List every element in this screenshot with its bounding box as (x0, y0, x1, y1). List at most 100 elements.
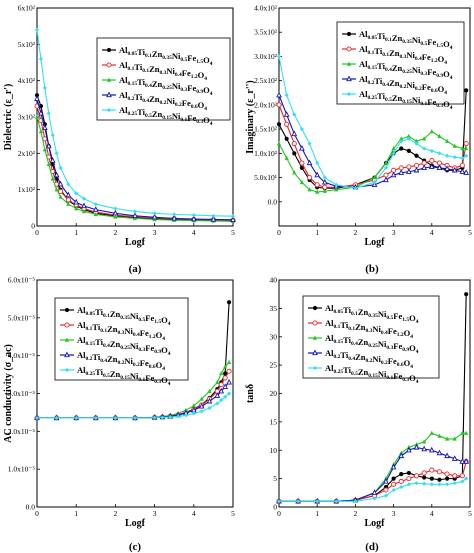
data-point (168, 414, 173, 420)
data-point (437, 151, 442, 156)
data-point (464, 292, 469, 297)
data-point (406, 136, 411, 141)
data-point (53, 171, 60, 178)
data-point (57, 188, 64, 195)
series-4 (34, 95, 236, 222)
data-point (152, 211, 157, 216)
data-point (429, 467, 435, 473)
data-point (436, 469, 442, 475)
data-point (429, 476, 434, 481)
data-point (207, 405, 212, 411)
legend-marker (64, 337, 70, 342)
panel-3: 0 1 2 3 4 5 0.0 1.0x10⁻⁵ 2.0x10⁻⁵ 3.0x10⁻⁵ 4.0x10⁻… (3, 276, 235, 553)
data-point (223, 371, 228, 376)
data-point (299, 144, 305, 151)
x-tick-label: 4 (192, 509, 196, 518)
y-axis-label: Imaginary (ε_r'') (245, 80, 256, 153)
x-tick-label: 5 (468, 509, 472, 518)
x-tick-label: 5 (231, 228, 235, 237)
data-point (437, 482, 442, 487)
y-tick-label: 40 (270, 276, 278, 285)
y-tick-label: 0 (273, 503, 277, 512)
data-point (414, 138, 419, 143)
legend-entry: Al0.1Ti0.1Zn0.3Ni0.4Fe1.2O4 (77, 320, 165, 342)
data-point (292, 151, 297, 156)
data-point (383, 160, 389, 165)
y-tick-label: 6x10² (18, 4, 36, 13)
legend: Al0.05Ti0.1Zn0.35Ni0.5Fe1.5O4Al0.1Ti0.1Z… (54, 297, 189, 387)
data-point (429, 148, 434, 154)
y-tick-label: 15 (270, 417, 278, 426)
x-tick-label: 3 (153, 228, 157, 237)
y-tick-label: 4x10² (18, 76, 36, 85)
data-point (57, 180, 64, 187)
data-point (306, 159, 313, 166)
data-point (422, 475, 427, 480)
legend-marker (312, 305, 318, 311)
legend-marker (106, 107, 112, 113)
series-line (36, 116, 234, 222)
series-line (278, 56, 467, 189)
legend-marker (312, 335, 318, 340)
y-axis-label: Dielectric (ε_r') (3, 84, 14, 151)
legend-marker (64, 307, 70, 313)
data-point (315, 189, 320, 194)
data-point (429, 158, 435, 164)
y-tick-label: 5x10² (18, 40, 36, 49)
data-point (390, 463, 397, 470)
data-point (38, 129, 44, 134)
x-tick-label: 4 (430, 228, 434, 237)
data-point (353, 499, 358, 504)
legend-marker (64, 322, 70, 328)
panel-2: 0 1 2 3 4 5 0.0 5.0x10¹ 1.0x10² 1.5x10² 2.0x10² 2.5… (245, 4, 472, 276)
data-point (207, 388, 212, 393)
data-point (226, 378, 232, 385)
data-point (34, 27, 40, 32)
data-point (226, 391, 232, 396)
panel-label: (c) (129, 541, 142, 553)
data-point (314, 171, 321, 178)
data-point (34, 93, 40, 98)
data-point (399, 146, 404, 151)
y-axis-label: tanδ (245, 384, 256, 403)
y-tick-label: 1.0x10² (254, 149, 278, 158)
data-point (464, 430, 469, 435)
data-point (215, 379, 220, 385)
data-point (199, 396, 204, 401)
data-point (34, 114, 40, 119)
data-point (81, 208, 87, 214)
x-tick-label: 5 (468, 228, 472, 237)
data-point (307, 175, 313, 181)
data-point (422, 481, 427, 486)
y-tick-label: 1x10² (18, 185, 36, 194)
data-point (219, 370, 224, 376)
data-point (283, 111, 290, 117)
data-point (464, 145, 469, 151)
legend-marker (312, 365, 318, 371)
y-tick-label: 3.0x10⁻⁵ (8, 389, 36, 398)
data-point (38, 56, 44, 61)
data-point (406, 476, 412, 482)
x-tick-label: 0 (277, 228, 281, 237)
y-tick-label: 2.0x10⁻⁵ (8, 427, 36, 436)
x-axis-label: Logf (125, 237, 146, 248)
legend-marker (106, 47, 112, 53)
y-tick-label: 4.0x10² (254, 4, 278, 13)
legend-marker (346, 91, 352, 97)
y-tick-label: 30 (270, 332, 278, 341)
x-tick-label: 0 (35, 509, 39, 518)
data-point (54, 187, 59, 192)
y-tick-label: 10 (270, 446, 278, 455)
data-point (315, 499, 320, 504)
data-point (276, 54, 282, 59)
data-point (452, 473, 458, 479)
y-tick-label: 0.0 (26, 503, 36, 512)
data-point (50, 133, 55, 138)
data-point (132, 212, 138, 218)
data-point (444, 476, 450, 481)
data-point (42, 85, 47, 91)
data-point (406, 168, 412, 174)
data-point (422, 146, 427, 151)
data-point (92, 206, 99, 212)
data-point (444, 165, 450, 171)
